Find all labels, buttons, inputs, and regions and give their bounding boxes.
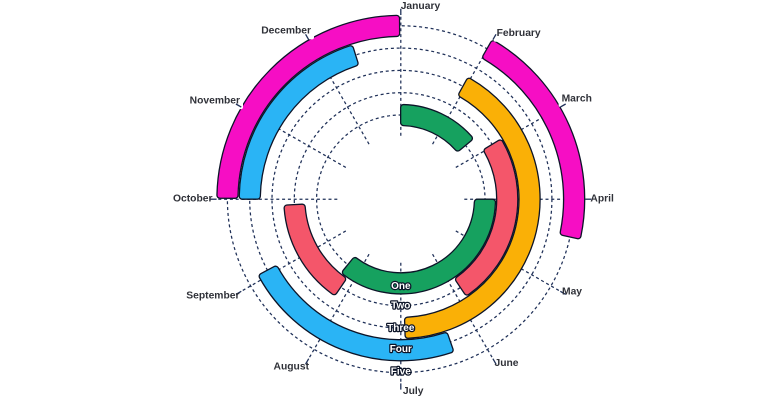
svg-text:Two: Two [391, 301, 410, 312]
svg-text:Three: Three [387, 323, 415, 334]
svg-text:April: April [590, 193, 614, 204]
svg-text:December: December [261, 26, 311, 37]
svg-text:July: July [403, 386, 424, 397]
svg-text:March: March [562, 93, 592, 104]
svg-text:September: September [186, 291, 239, 302]
svg-text:February: February [497, 28, 541, 39]
svg-text:October: October [173, 194, 212, 205]
svg-text:One: One [391, 281, 411, 292]
svg-text:Four: Four [390, 344, 412, 355]
svg-text:June: June [495, 358, 519, 369]
svg-text:August: August [274, 362, 310, 373]
svg-text:May: May [562, 286, 582, 297]
svg-text:Five: Five [391, 367, 411, 378]
svg-text:November: November [190, 95, 240, 106]
svg-text:January: January [401, 1, 441, 12]
